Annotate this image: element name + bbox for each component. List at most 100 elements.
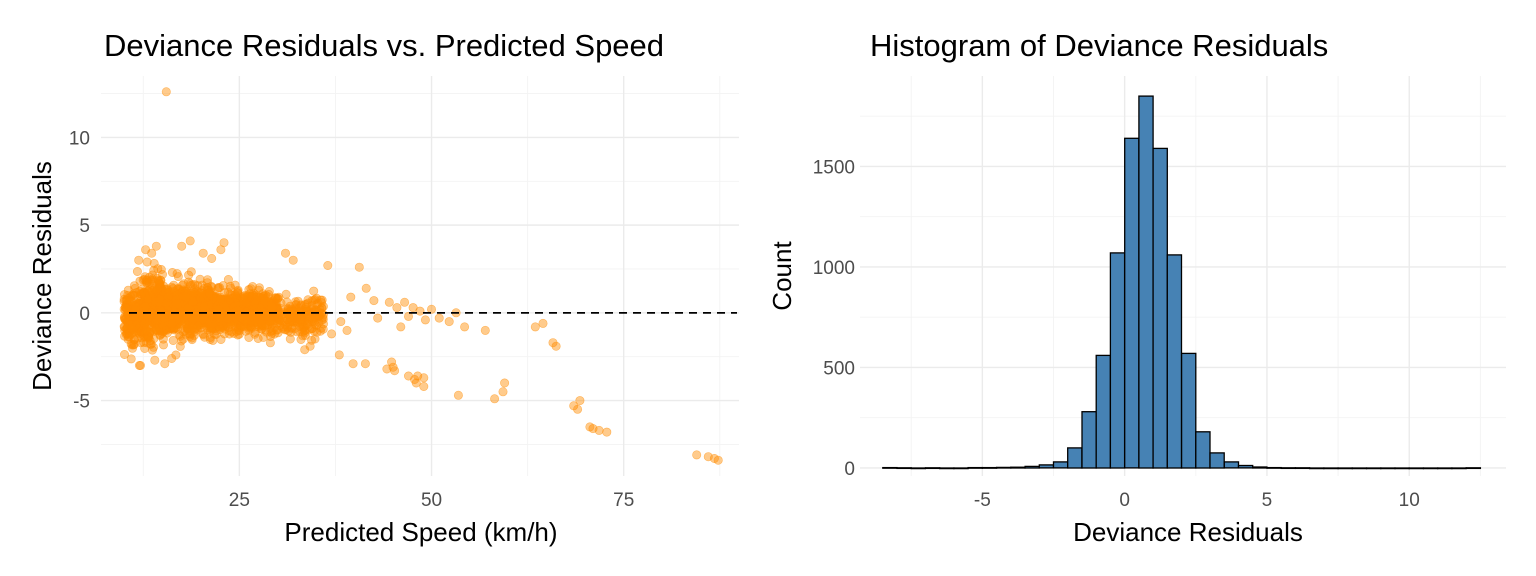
scatter-point — [434, 313, 444, 323]
scatter-point — [153, 275, 163, 285]
scatter-panel: Deviance Residuals vs. Predicted Speed 2… — [27, 28, 739, 547]
histogram-y-tick-label: 1000 — [813, 258, 855, 279]
histogram-bar — [953, 467, 969, 470]
scatter-x-ticks: 25 50 75 — [229, 490, 634, 511]
histogram-bar — [1380, 467, 1396, 470]
histogram-bar — [1024, 465, 1040, 469]
histogram-bar — [1266, 466, 1282, 469]
scatter-y-tick-label: -5 — [73, 392, 90, 413]
scatter-point — [419, 381, 429, 391]
scatter-point — [360, 359, 370, 369]
scatter-point — [369, 296, 379, 306]
scatter-point — [216, 334, 226, 344]
scatter-point — [174, 330, 184, 340]
scatter-point — [235, 323, 245, 333]
histogram-y-ticks: 0 500 1000 1500 — [813, 157, 855, 480]
histogram-bar — [896, 467, 912, 470]
scatter-point — [126, 339, 136, 349]
histogram-bar — [981, 466, 998, 469]
scatter-point — [390, 366, 400, 376]
scatter-point — [184, 270, 194, 280]
scatter-point — [152, 285, 162, 295]
histogram-bar — [1451, 467, 1467, 470]
scatter-point — [196, 288, 206, 298]
scatter-point — [120, 290, 130, 300]
scatter-point — [198, 330, 208, 340]
scatter-point — [159, 340, 169, 350]
histogram-bar — [1081, 411, 1097, 469]
scatter-point — [177, 241, 187, 251]
scatter-point — [538, 318, 548, 328]
scatter-point — [121, 303, 131, 313]
histogram-bar — [1252, 466, 1268, 469]
scatter-x-axis-title: Predicted Speed (km/h) — [284, 517, 557, 547]
scatter-point — [151, 241, 161, 251]
scatter-point — [419, 373, 429, 383]
scatter-point — [119, 322, 129, 332]
scatter-point — [265, 331, 275, 341]
histogram-bar — [1351, 467, 1368, 470]
histogram-bar — [1223, 461, 1240, 469]
scatter-point — [309, 317, 319, 327]
histogram-bar — [1280, 467, 1297, 470]
scatter-point — [396, 322, 406, 332]
scatter-point — [244, 332, 254, 342]
histogram-y-tick-label: 0 — [844, 459, 855, 480]
scatter-point — [594, 425, 604, 435]
scatter-point — [127, 323, 137, 333]
histogram-x-tick-label: 0 — [1119, 490, 1130, 511]
scatter-point — [145, 336, 155, 346]
scatter-point — [373, 313, 383, 323]
scatter-point — [241, 298, 251, 308]
histogram-bar — [1095, 354, 1112, 469]
histogram-y-axis-title: Count — [767, 241, 797, 311]
histogram-x-axis-title: Deviance Residuals — [1073, 517, 1303, 547]
histogram-bar — [1138, 95, 1154, 469]
histogram-x-tick-label: -5 — [974, 490, 991, 511]
histogram-bar — [1209, 452, 1225, 469]
scatter-point — [161, 87, 171, 97]
scatter-point — [149, 258, 159, 268]
scatter-y-tick-label: 0 — [79, 304, 90, 325]
scatter-point — [274, 292, 284, 302]
scatter-point — [392, 303, 402, 313]
scatter-point — [120, 349, 130, 359]
scatter-point — [140, 319, 150, 329]
scatter-point — [189, 314, 199, 324]
scatter-point — [172, 269, 182, 279]
scatter-point — [573, 404, 583, 414]
scatter-y-axis-title: Deviance Residuals — [27, 161, 57, 391]
scatter-point — [181, 292, 191, 302]
scatter-point — [551, 341, 561, 351]
scatter-point — [127, 297, 137, 307]
scatter-x-tick-label: 25 — [229, 490, 250, 511]
scatter-point — [132, 266, 142, 276]
scatter-point — [145, 339, 155, 349]
scatter-point — [280, 248, 290, 258]
scatter-point — [336, 317, 346, 327]
scatter-point — [382, 364, 392, 374]
histogram-bar — [1166, 254, 1183, 469]
scatter-point — [342, 325, 352, 335]
histogram-bar — [1237, 464, 1254, 469]
histogram-bar — [1437, 467, 1453, 470]
histogram-bar — [1067, 447, 1083, 469]
scatter-point — [274, 312, 284, 322]
scatter-point — [318, 314, 328, 324]
scatter-point — [162, 284, 172, 294]
scatter-point — [334, 350, 344, 360]
scatter-point — [301, 302, 311, 312]
scatter-point — [216, 313, 226, 323]
histogram-bar — [910, 467, 927, 470]
scatter-point — [346, 292, 356, 302]
scatter-point — [309, 286, 319, 296]
histogram-bar — [1180, 352, 1197, 469]
scatter-point — [453, 390, 463, 400]
scatter-point — [296, 334, 306, 344]
histogram-bars — [882, 95, 1482, 470]
scatter-point — [420, 315, 430, 325]
scatter-point — [185, 236, 195, 246]
histogram-x-ticks: -5 0 5 10 — [974, 490, 1420, 511]
histogram-bar — [1152, 147, 1168, 469]
scatter-y-tick-label: 10 — [69, 128, 90, 149]
